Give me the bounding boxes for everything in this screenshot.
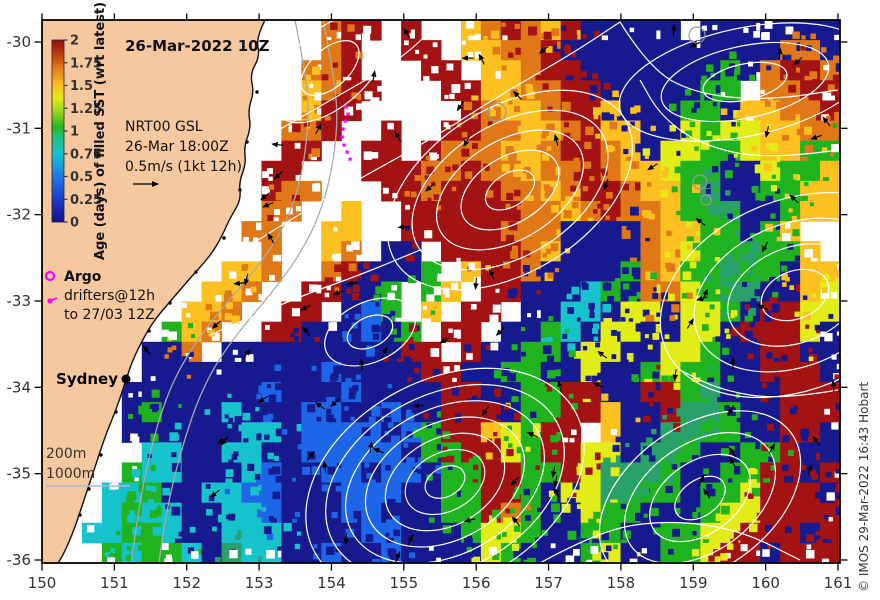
colorbar-label: Age (days) of filled SST (wrt latest) [93, 2, 108, 260]
coast-feature [194, 270, 198, 274]
y-axis-tick-label: -34 [7, 378, 32, 396]
isobath-label-200m: 200m [46, 446, 86, 462]
drifters-label-line1: drifters@12h [64, 288, 155, 304]
x-axis-tick-label: 150 [28, 574, 57, 592]
model-name: NRT00 GSL [125, 119, 203, 135]
coast-feature [245, 140, 249, 144]
x-axis-tick-label: 152 [172, 574, 201, 592]
y-axis-tick-label: -35 [7, 465, 32, 483]
argo-label: Argo [64, 269, 102, 285]
coast-feature [255, 90, 259, 94]
map-border [41, 19, 841, 564]
axes: 150 151 152 153 154 155 156 157 158 159 160 161 -30 -… [7, 13, 853, 592]
coast-feature [147, 329, 151, 333]
x-axis-tick-label: 151 [100, 574, 129, 592]
reef-contour [487, 102, 507, 122]
y-axis-tick-label: -30 [7, 33, 32, 51]
map-plot-area [42, 20, 840, 563]
coast-feature [87, 487, 91, 491]
reef-contour [700, 194, 712, 206]
isobath-label-1000m: 1000m [46, 466, 95, 482]
x-axis-tick-label: 153 [245, 574, 274, 592]
credit-text: © IMOS 29-Mar-2022 16:43 Hobart [857, 382, 871, 592]
vector-scale-label: 0.5m/s (1kt 12h) [125, 159, 242, 175]
city-label-sydney: Sydney [56, 370, 118, 388]
x-axis-tick-label: 160 [751, 574, 780, 592]
coast-feature [114, 410, 118, 414]
argo-drifter-trail [340, 105, 352, 161]
land-australia [42, 20, 265, 563]
sst-age-mosaic [81, 20, 840, 563]
bathymetry-contour [130, 20, 309, 563]
y-axis-tick-label: -31 [7, 119, 32, 137]
colorbar-tick-label: 0.25 [70, 193, 102, 208]
bathymetry-contour [158, 20, 338, 563]
y-axis-tick-label: -32 [7, 206, 32, 224]
colorbar-ticks: 2 1.75 1.5 1.25 1 0.75 0.5 0.25 0 [64, 34, 102, 231]
colorbar-tick-label: 1.75 [70, 56, 102, 71]
x-axis-tick-label: 158 [607, 574, 636, 592]
colorbar-tick-label: 2 [70, 34, 79, 49]
x-axis-tick-label: 154 [317, 574, 346, 592]
coast-feature [99, 453, 103, 457]
colorbar-tick-label: 1.25 [70, 102, 102, 117]
drifter-marker-icon [47, 297, 58, 304]
argo-marker-icon [44, 270, 56, 282]
x-axis-tick-label: 157 [534, 574, 563, 592]
x-axis-tick-label: 159 [679, 574, 708, 592]
coast-feature [238, 188, 242, 192]
city-marker-sydney [121, 374, 131, 384]
colorbar-tick-label: 1 [70, 125, 79, 140]
coast-feature [168, 301, 172, 305]
colorbar-tick-label: 0 [70, 216, 79, 231]
y-axis-tick-label: -33 [7, 292, 32, 310]
colorbar-tick-label: 1.5 [70, 79, 93, 94]
reef-contour [688, 26, 706, 44]
x-axis-tick-label: 155 [389, 574, 418, 592]
y-axis-tick-label: -36 [7, 551, 32, 569]
map-title-datetime: 26-Mar-2022 10Z [125, 37, 270, 55]
x-axis-tick-label: 156 [462, 574, 491, 592]
ssh-contours [209, 20, 840, 563]
colorbar-tick-label: 0.5 [70, 170, 93, 185]
drifters-label-line2: to 27/03 12Z [64, 307, 155, 323]
coast-feature [222, 236, 226, 240]
model-time: 26-Mar 18:00Z [125, 139, 229, 155]
x-axis-tick-label: 161 [824, 574, 853, 592]
coast-feature [78, 513, 82, 517]
reef-contour [692, 174, 708, 190]
velocity-vectors [142, 23, 837, 563]
colorbar [51, 39, 65, 223]
colorbar-tick-label: 0.75 [70, 147, 102, 162]
coastline [57, 20, 266, 563]
